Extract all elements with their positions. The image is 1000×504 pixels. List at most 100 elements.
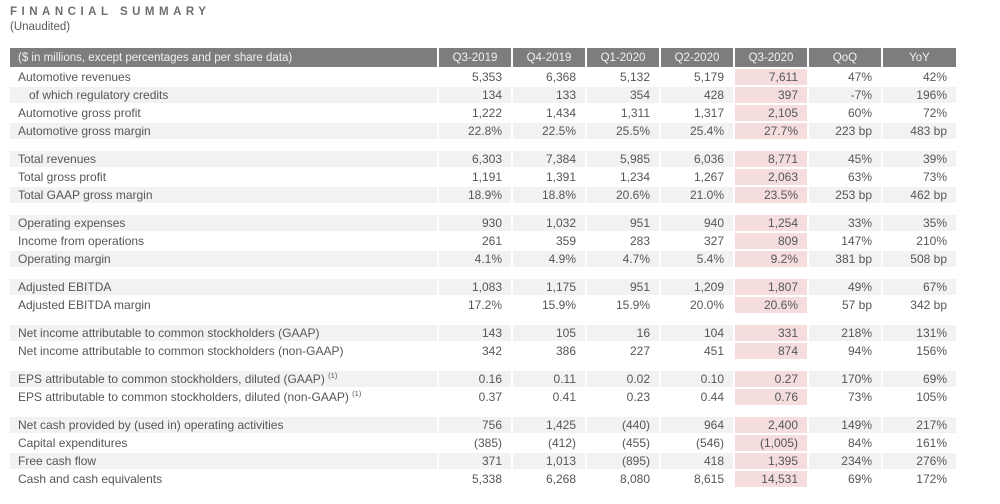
- cell-q1-2020: 951: [585, 279, 660, 297]
- row-label: Net income attributable to common stockh…: [10, 342, 438, 361]
- cell-q4-2019: 18.8%: [511, 186, 586, 205]
- cell-q1-2020: 5,132: [585, 68, 660, 87]
- cell-q2-2020: 327: [659, 232, 734, 251]
- cell-q1-2020: 4.7%: [585, 250, 660, 269]
- cell-yoy: 105%: [881, 388, 956, 407]
- cell-qoq: 381 bp: [807, 250, 882, 269]
- section-gap: [10, 314, 956, 325]
- section-gap: [10, 360, 956, 371]
- header-q4-2019: Q4-2019: [511, 48, 586, 69]
- cell-q1-2020: 1,234: [585, 168, 660, 187]
- section-gap-cell: [10, 406, 956, 417]
- header-q2-2020: Q2-2020: [659, 48, 734, 69]
- cell-qoq: 223 bp: [807, 122, 882, 141]
- cell-q3-2020: 331: [733, 325, 808, 343]
- cell-q3-2020: 874: [733, 342, 808, 361]
- cell-q3-2020: 20.6%: [733, 296, 808, 315]
- cell-q1-2020: 1,311: [585, 104, 660, 123]
- row-label: Total gross profit: [10, 168, 438, 187]
- financial-summary-table: ($ in millions, except percentages and p…: [10, 48, 956, 489]
- cell-q4-2019: 6,368: [511, 68, 586, 87]
- cell-q3-2020: 2,105: [733, 104, 808, 123]
- row-label: Cash and cash equivalents: [10, 470, 438, 489]
- cell-q4-2019: 7,384: [511, 151, 586, 169]
- cell-q3-2019: 1,083: [437, 279, 512, 297]
- cell-qoq: -7%: [807, 86, 882, 105]
- table-header-row: ($ in millions, except percentages and p…: [10, 48, 956, 69]
- cell-q3-2020: 1,807: [733, 279, 808, 297]
- cell-yoy: 156%: [881, 342, 956, 361]
- cell-yoy: 69%: [881, 371, 956, 389]
- header-qoq: QoQ: [807, 48, 882, 69]
- footnote-marker: (1): [352, 389, 362, 398]
- cell-q4-2019: 359: [511, 232, 586, 251]
- cell-q3-2020: 7,611: [733, 68, 808, 87]
- table-row: Free cash flow 371 1,013 (895) 418 1,395 234% 2…: [10, 452, 956, 471]
- cell-q3-2019: 143: [437, 325, 512, 343]
- cell-q1-2020: 5,985: [585, 151, 660, 169]
- cell-qoq: 170%: [807, 371, 882, 389]
- cell-qoq: 60%: [807, 104, 882, 123]
- header-q3-2019: Q3-2019: [437, 48, 512, 69]
- row-label: Operating margin: [10, 250, 438, 269]
- cell-qoq: 234%: [807, 452, 882, 471]
- cell-qoq: 47%: [807, 68, 882, 87]
- cell-q4-2019: 386: [511, 342, 586, 361]
- cell-q3-2020: 2,400: [733, 417, 808, 435]
- table-row: EPS attributable to common stockholders,…: [10, 371, 956, 389]
- cell-q2-2020: 428: [659, 86, 734, 105]
- cell-q2-2020: 5.4%: [659, 250, 734, 269]
- cell-yoy: 276%: [881, 452, 956, 471]
- row-label: Net income attributable to common stockh…: [10, 325, 438, 343]
- cell-yoy: 172%: [881, 470, 956, 489]
- table-row: Operating margin 4.1% 4.9% 4.7% 5.4% 9.2% 381 …: [10, 250, 956, 269]
- cell-yoy: 462 bp: [881, 186, 956, 205]
- cell-qoq: 57 bp: [807, 296, 882, 315]
- cell-q4-2019: 6,268: [511, 470, 586, 489]
- cell-q4-2019: 0.41: [511, 388, 586, 407]
- cell-yoy: 73%: [881, 168, 956, 187]
- row-label: Automotive revenues: [10, 68, 438, 87]
- cell-q1-2020: 0.23: [585, 388, 660, 407]
- cell-q1-2020: (895): [585, 452, 660, 471]
- cell-q4-2019: 105: [511, 325, 586, 343]
- cell-qoq: 147%: [807, 232, 882, 251]
- cell-q4-2019: 4.9%: [511, 250, 586, 269]
- cell-qoq: 94%: [807, 342, 882, 361]
- cell-q3-2019: 5,353: [437, 68, 512, 87]
- cell-q4-2019: 1,425: [511, 417, 586, 435]
- section-gap: [10, 406, 956, 417]
- header-yoy: YoY: [881, 48, 956, 69]
- cell-qoq: 218%: [807, 325, 882, 343]
- cell-q2-2020: 0.44: [659, 388, 734, 407]
- cell-q4-2019: 1,175: [511, 279, 586, 297]
- row-label: of which regulatory credits: [10, 86, 438, 105]
- table-row: of which regulatory credits 134 133 354 428 3…: [10, 86, 956, 105]
- cell-q3-2019: 17.2%: [437, 296, 512, 315]
- cell-yoy: 342 bp: [881, 296, 956, 315]
- cell-q3-2020: 23.5%: [733, 186, 808, 205]
- table-row: Adjusted EBITDA margin 17.2% 15.9% 15.9% 20.…: [10, 296, 956, 315]
- cell-qoq: 253 bp: [807, 186, 882, 205]
- cell-q3-2019: (385): [437, 434, 512, 453]
- footnote-marker: (1): [328, 371, 338, 380]
- cell-yoy: 42%: [881, 68, 956, 87]
- row-label: EPS attributable to common stockholders,…: [10, 371, 438, 389]
- row-label: Total revenues: [10, 151, 438, 169]
- cell-qoq: 45%: [807, 151, 882, 169]
- cell-q2-2020: 6,036: [659, 151, 734, 169]
- table-row: Operating expenses 930 1,032 951 940 1,254 33%…: [10, 215, 956, 233]
- cell-q3-2019: 1,222: [437, 104, 512, 123]
- cell-q3-2019: 930: [437, 215, 512, 233]
- table-row: Automotive gross profit 1,222 1,434 1,311 1,…: [10, 104, 956, 123]
- section-gap: [10, 140, 956, 151]
- cell-q4-2019: (412): [511, 434, 586, 453]
- cell-q3-2019: 0.37: [437, 388, 512, 407]
- cell-qoq: 69%: [807, 470, 882, 489]
- cell-qoq: 49%: [807, 279, 882, 297]
- row-label: Net cash provided by (used in) operating…: [10, 417, 438, 435]
- cell-q1-2020: 354: [585, 86, 660, 105]
- cell-q2-2020: 21.0%: [659, 186, 734, 205]
- section-gap-cell: [10, 204, 956, 215]
